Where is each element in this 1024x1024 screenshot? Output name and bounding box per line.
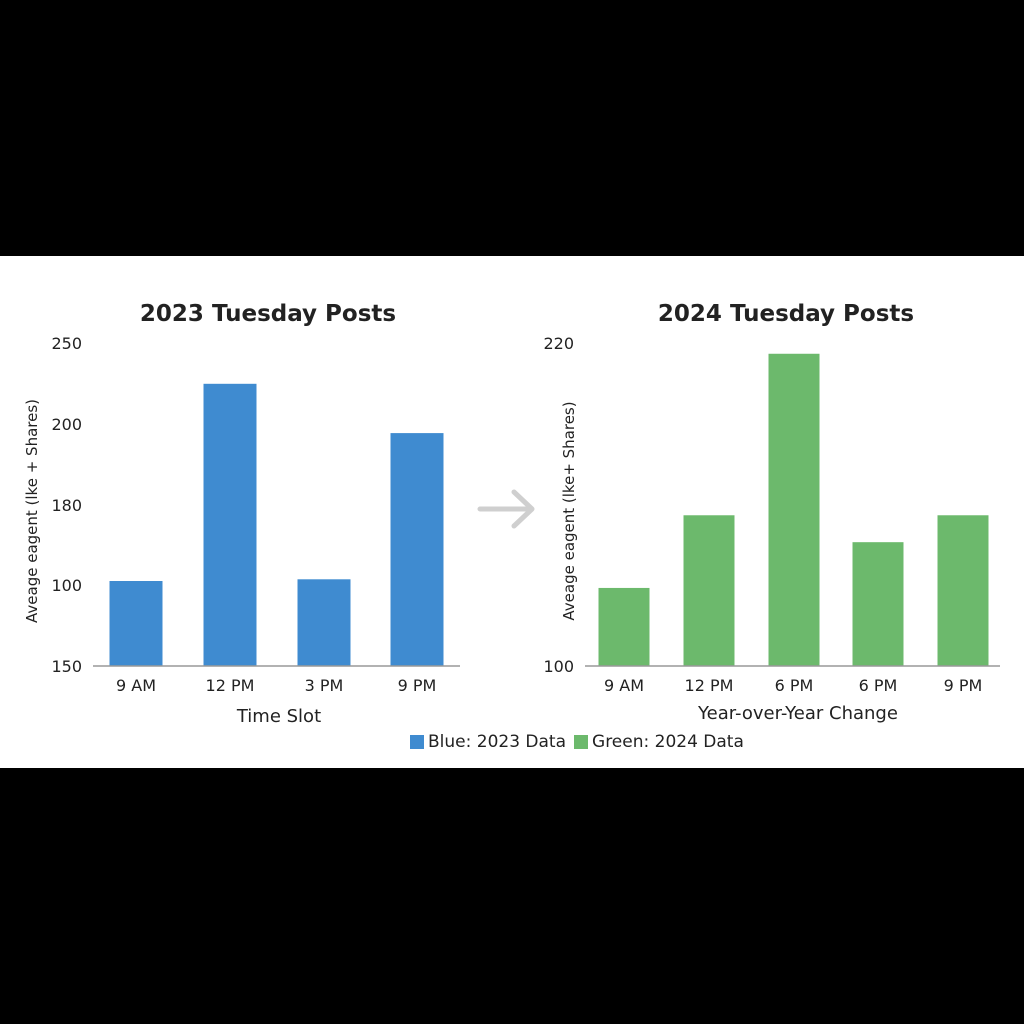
bar-2024-1 <box>683 515 735 666</box>
x-tick-label-2024: 12 PM <box>685 676 734 695</box>
arrow-right-icon <box>477 489 535 529</box>
bar-2024-2 <box>768 353 820 666</box>
x-tick-label-2024: 6 PM <box>775 676 814 695</box>
charts-canvas: 2023 Tuesday Posts Aveage eagent (lke + S… <box>23 301 1000 727</box>
chart-panel: 2023 Tuesday Posts Aveage eagent (lke + S… <box>0 256 1024 768</box>
legend-swatch-blue <box>410 735 424 749</box>
bar-2023-1 <box>203 383 257 666</box>
x-tick-label-2023: 12 PM <box>206 676 255 695</box>
y-tick-label-2023: 200 <box>51 415 82 434</box>
y-tick-label-2023: 250 <box>51 334 82 353</box>
bar-2023-2 <box>297 579 351 666</box>
legend-item-2024: Green: 2024 Data <box>574 732 744 752</box>
y-tick-label-2023: 100 <box>51 576 82 595</box>
legend-item-2023: Blue: 2023 Data <box>410 732 566 752</box>
x-tick-label-2023: 9 PM <box>398 676 437 695</box>
bar-2023-3 <box>390 433 444 666</box>
x-axis-label-2023: Time Slot <box>236 706 321 727</box>
chart-title-2024: 2024 Tuesday Posts <box>658 301 914 327</box>
bar-2024-4 <box>937 515 989 666</box>
y-tick-label-2023: 150 <box>51 657 82 676</box>
y-axis-label-2024: Aveage eagent (lke+ Shares) <box>560 401 578 620</box>
y-tick-label-2024: 220 <box>543 334 574 353</box>
x-axis-label-2024: Year-over-Year Change <box>697 703 898 724</box>
x-tick-label-2023: 3 PM <box>305 676 344 695</box>
legend-label-2023: Blue: 2023 Data <box>428 732 567 752</box>
chart-title-2023: 2023 Tuesday Posts <box>140 301 396 327</box>
legend-swatch-green <box>574 735 589 749</box>
x-tick-label-2023: 9 AM <box>116 676 156 695</box>
bar-2023-0 <box>109 581 163 666</box>
y-axis-label-2023: Aveage eagent (lke + Shares) <box>23 399 41 623</box>
y-tick-label-2024: 100 <box>543 657 574 676</box>
bar-2024-3 <box>852 542 904 666</box>
x-tick-label-2024: 9 PM <box>944 676 983 695</box>
x-tick-label-2024: 6 PM <box>859 676 898 695</box>
x-tick-label-2024: 9 AM <box>604 676 644 695</box>
legend-label-2024: Green: 2024 Data <box>592 732 744 752</box>
legend: Blue: 2023 Data Green: 2024 Data <box>410 731 752 753</box>
y-tick-label-2023: 180 <box>51 496 82 515</box>
bar-2024-0 <box>598 587 650 666</box>
